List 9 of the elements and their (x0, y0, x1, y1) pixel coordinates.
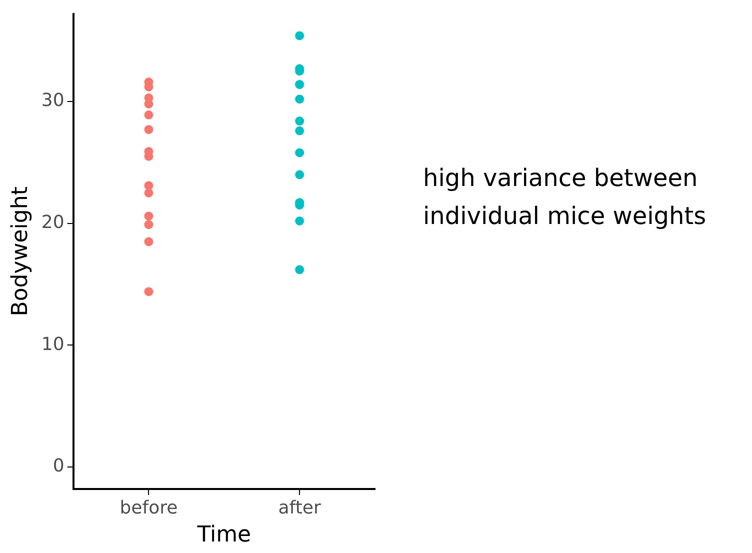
x-tick-label: after (278, 497, 322, 518)
x-axis-title: Time (196, 522, 252, 548)
text: high variance between individual mice weights (423, 164, 706, 230)
x-tick-label: before (120, 497, 178, 518)
y-axis-title: Bodyweight (8, 186, 33, 316)
y-tick-label: 10 (41, 334, 64, 355)
y-tick-label: 0 (52, 456, 64, 477)
y-tick-label: 30 (41, 90, 64, 112)
y-tick-label: 20 (41, 212, 64, 234)
